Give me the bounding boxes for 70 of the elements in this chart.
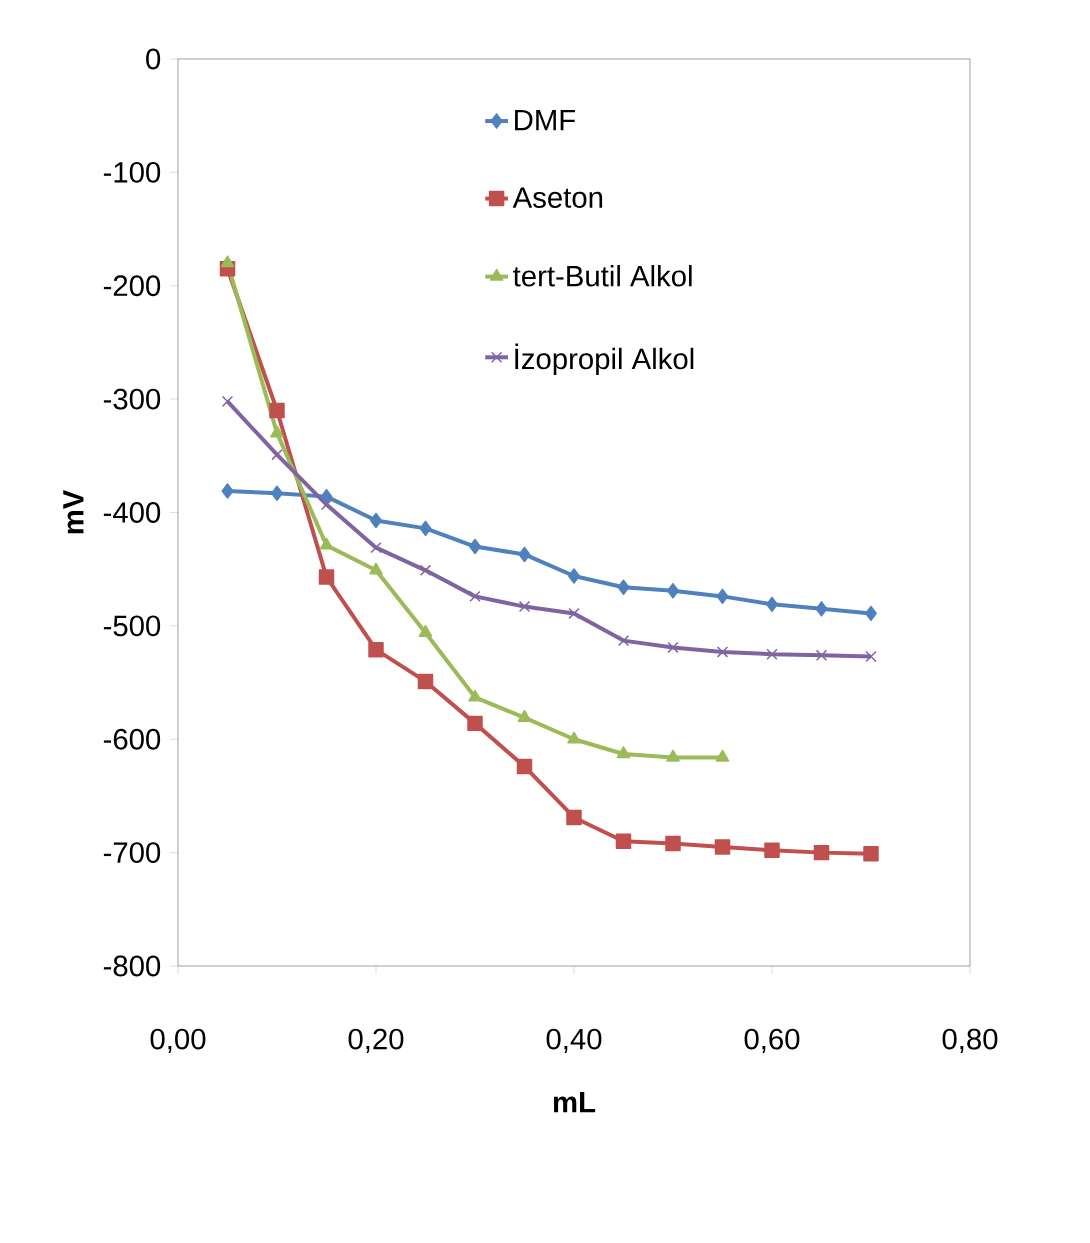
point — [467, 715, 483, 732]
x-axis-title: mL — [553, 1092, 596, 1113]
x-tick-label: 0,40 — [546, 1028, 602, 1053]
point — [517, 709, 532, 722]
point — [617, 579, 630, 596]
point — [766, 596, 778, 613]
point — [616, 746, 631, 759]
point — [766, 648, 778, 660]
point — [516, 758, 533, 775]
y-tick-label: -800 — [103, 955, 161, 977]
point — [666, 749, 680, 762]
point — [615, 833, 632, 850]
point — [617, 634, 630, 647]
point — [568, 607, 580, 620]
point — [865, 605, 877, 622]
point — [319, 537, 334, 550]
point — [417, 673, 434, 690]
point — [368, 641, 384, 658]
point — [270, 425, 284, 438]
point — [568, 568, 580, 584]
point — [221, 395, 234, 408]
y-tick-label: -300 — [103, 388, 161, 410]
y-tick-label: -200 — [103, 275, 161, 297]
point — [863, 846, 879, 862]
point — [418, 624, 433, 637]
point — [714, 839, 731, 855]
point — [865, 650, 877, 663]
point — [469, 590, 481, 603]
point — [320, 488, 333, 505]
legend-label: DMF — [515, 109, 576, 131]
point — [813, 844, 830, 861]
point — [567, 731, 581, 744]
point — [518, 546, 531, 563]
x-tick-label: 0,00 — [150, 1028, 206, 1053]
point — [269, 402, 285, 419]
x-tick-label: 0,20 — [348, 1028, 404, 1053]
point — [370, 541, 382, 554]
point — [419, 520, 432, 537]
y-tick-label: 0 — [146, 48, 161, 70]
point — [716, 646, 729, 658]
point — [566, 809, 582, 826]
x-tick-label: 0,80 — [942, 1028, 998, 1053]
point — [369, 562, 383, 575]
y-tick-label: -700 — [103, 842, 161, 864]
point — [716, 588, 729, 605]
y-tick-label: -100 — [103, 161, 161, 183]
y-tick-label: -600 — [103, 728, 161, 750]
legend-label: Aseton — [512, 187, 603, 208]
y-tick-label: -400 — [103, 502, 161, 523]
point — [220, 255, 235, 268]
point — [318, 569, 335, 585]
point — [715, 749, 730, 762]
point — [419, 564, 432, 577]
point — [815, 601, 828, 617]
point — [667, 582, 679, 599]
point — [665, 835, 681, 852]
point — [271, 485, 283, 501]
point — [221, 483, 234, 499]
y-tick-label: -500 — [103, 615, 161, 637]
legend-label: tert-Butil Alkol — [513, 264, 692, 287]
point — [518, 600, 531, 613]
point — [370, 512, 382, 529]
x-tick-label: 0,60 — [744, 1028, 800, 1053]
point — [469, 538, 481, 555]
point — [667, 641, 679, 654]
legend-label: İzopropil Alkol — [515, 343, 694, 376]
point — [468, 689, 482, 702]
y-axis-title: mV — [63, 489, 84, 534]
point — [815, 649, 828, 662]
point — [764, 842, 780, 859]
